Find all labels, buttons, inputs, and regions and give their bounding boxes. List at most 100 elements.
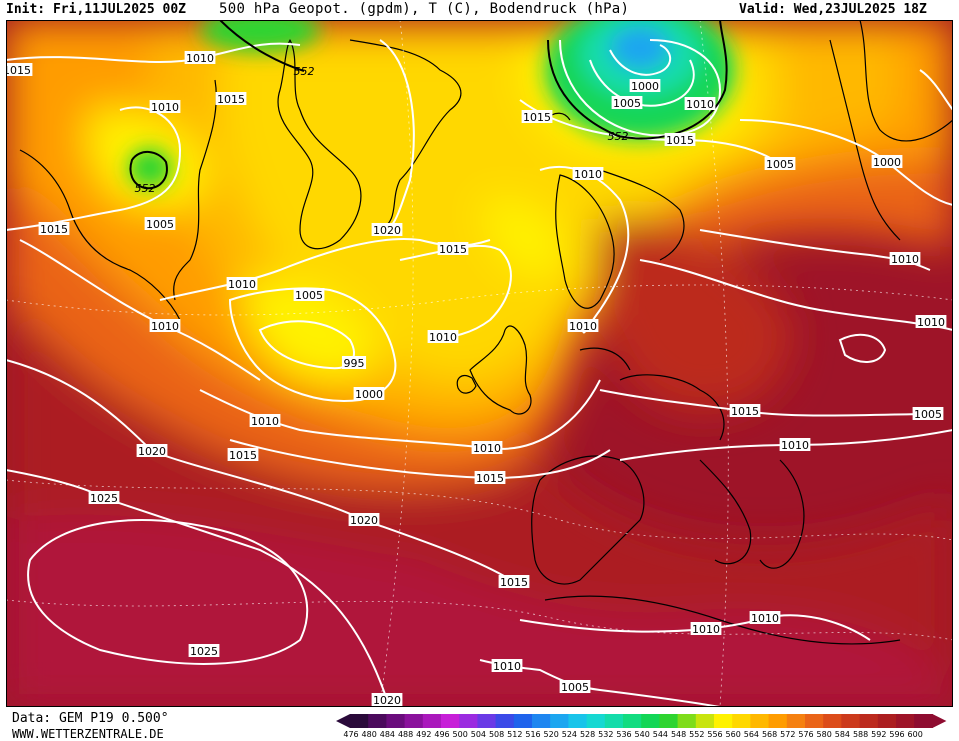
isobar-label-box (915, 315, 947, 328)
legend-arrow-left (336, 714, 350, 728)
legend-swatch (623, 714, 642, 728)
legend-swatch (750, 714, 770, 728)
legend-swatch (532, 714, 551, 728)
isobar-label-box (521, 110, 553, 123)
legend-swatch (732, 714, 751, 728)
legend-swatch (368, 714, 387, 728)
isobar-label: 1015 (523, 111, 551, 124)
legend-tick-label: 520 (544, 730, 559, 739)
isobar-label-box (38, 222, 70, 235)
isobar-label: 1010 (781, 439, 809, 452)
isobar-label: 1015 (217, 93, 245, 106)
legend-tick-label: 476 (343, 730, 358, 739)
legend-tick-label: 600 (908, 730, 923, 739)
isobar-label: 1015 (731, 405, 759, 418)
isobar-label: 1010 (891, 253, 919, 266)
isobar-label-box (572, 167, 604, 180)
isobar-label: 1020 (373, 694, 401, 707)
legend-swatch (823, 714, 842, 728)
isobar-label: 1025 (90, 492, 118, 505)
isobar-label: 1000 (873, 156, 901, 169)
isobar-label-box (912, 407, 944, 420)
legend-swatch (604, 714, 624, 728)
height-contour-label: 552 (135, 182, 156, 195)
legend-tick-label: 596 (889, 730, 904, 739)
isobar-labels: 1020 1010 1015 1015 1010 1000 1005 1010 1015 1015… (6, 51, 947, 707)
height-contour-label: 552 (608, 130, 629, 143)
isobar-label-box (611, 96, 643, 109)
isobar-label: 1015 (40, 223, 68, 236)
isobar-label: 1010 (692, 623, 720, 636)
isobar-label-box (88, 491, 120, 504)
isobar-label-box (729, 404, 761, 417)
isobar-label: 1010 (493, 660, 521, 673)
legend-tick-label: 488 (398, 730, 413, 739)
isobar-label: 1015 (439, 243, 467, 256)
isobar-label: 1015 (666, 134, 694, 147)
isobar-label-box (371, 693, 403, 706)
legend-tick-label: 588 (853, 730, 868, 739)
isobar-label-box (764, 157, 796, 170)
isobar-label-box (149, 319, 181, 332)
legend-tick-label: 508 (489, 730, 504, 739)
isobar-label: 1005 (766, 158, 794, 171)
isobar-label: 1010 (574, 168, 602, 181)
legend-tick-label: 580 (817, 730, 832, 739)
legend-tick-label: 496 (434, 730, 449, 739)
isobar-label-box (353, 387, 385, 400)
legend-swatch (914, 714, 933, 728)
legend-swatch (896, 714, 915, 728)
isobar-label-box (293, 288, 325, 301)
legend-tick-label: 484 (380, 730, 395, 739)
isobar-label-box (149, 100, 181, 113)
legend-tick-label: 492 (416, 730, 431, 739)
data-source: Data: GEM P19 0.500° (12, 711, 169, 726)
legend-tick-label: 528 (580, 730, 595, 739)
isobar-label-box (749, 611, 781, 624)
isobar-label-box (226, 277, 258, 290)
isobar-label: 1010 (151, 320, 179, 333)
legend-tick-label: 592 (871, 730, 886, 739)
legend-swatch (404, 714, 424, 728)
isobar-label-box (629, 79, 661, 92)
isobar-label: 1010 (251, 415, 279, 428)
isobar-label: 1000 (631, 80, 659, 93)
height-contour-label: 552 (294, 65, 315, 78)
map-header: Init: Fri,11JUL2025 00Z 500 hPa Geopot. … (0, 0, 959, 20)
legend-swatch (877, 714, 897, 728)
legend-tick-label: 540 (635, 730, 650, 739)
isobar-label-box (567, 319, 599, 332)
isobar-label-box (341, 356, 367, 369)
isobar-label-box (249, 414, 281, 427)
legend-swatch (550, 714, 569, 728)
legend-tick-label: 512 (507, 730, 522, 739)
legend-tick-label: 516 (525, 730, 540, 739)
isobar-label-box (427, 330, 459, 343)
isobar-label: 1010 (917, 316, 945, 329)
legend-swatch (350, 714, 369, 728)
legend-swatch (586, 714, 606, 728)
isobar-label: 1015 (229, 449, 257, 462)
isobar-label-box (371, 223, 403, 236)
legend-tick-label: 500 (453, 730, 468, 739)
legend-swatch (477, 714, 497, 728)
isobar-label-box (144, 217, 176, 230)
isobar-label: 995 (344, 357, 365, 370)
isobar-label: 1010 (686, 98, 714, 111)
legend-tick-label: 576 (798, 730, 813, 739)
isobar-label: 1010 (151, 101, 179, 114)
legend-tick-label: 568 (762, 730, 777, 739)
legend-tick-label: 524 (562, 730, 577, 739)
isobar-label: 1010 (751, 612, 779, 625)
coastlines (19, 20, 953, 645)
legend-swatch (859, 714, 879, 728)
isobar-label-box (136, 444, 168, 457)
isobar-label-box (690, 622, 722, 635)
legend-tick-label: 548 (671, 730, 686, 739)
legend-arrow-right (932, 714, 947, 728)
isobar-label-box (227, 448, 259, 461)
isobar-label-box (6, 63, 33, 76)
legend-tick-label: 544 (653, 730, 668, 739)
isobar-label-box (471, 441, 503, 454)
isobar-label: 1010 (473, 442, 501, 455)
